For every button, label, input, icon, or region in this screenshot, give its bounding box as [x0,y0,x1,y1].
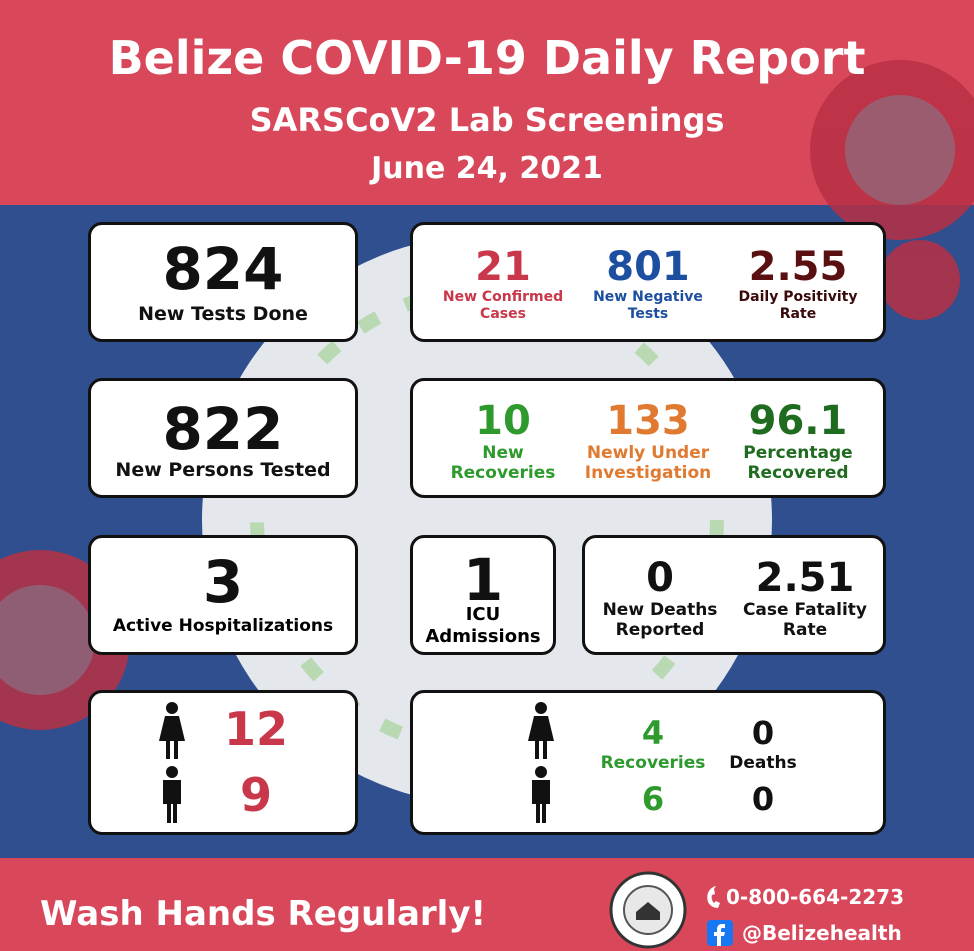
deaths-card: 0 New Deaths Reported 2.51 Case Fatality… [582,535,886,655]
title: Belize COVID-19 Daily Report [108,31,866,85]
header-band [0,0,974,205]
footer-band [0,858,974,951]
male-cases: 9 [239,768,272,822]
hospital-card: 3 Active Hospitalizations [88,535,358,655]
recovered-pct-value: 96.1 [748,398,848,444]
female-recoveries: 4 [641,714,665,752]
recoveries-label: Recoveries [600,753,706,773]
positivity-label: Daily Positivity Rate [738,289,858,322]
cases-sex-card: 12 9 [88,690,358,835]
deaths-value: 0 [646,555,674,601]
negative-label: New Negative Tests [593,289,703,322]
date: June 24, 2021 [371,151,603,186]
positivity-value: 2.55 [748,244,848,290]
male-recoveries: 6 [641,780,665,818]
persons-value: 822 [162,395,284,463]
outcomes-sex-card: 4 Recoveries 6 0 Deaths 0 [410,690,886,835]
hospital-label: Active Hospitalizations [112,616,334,636]
recoveries-value: 10 [475,398,531,444]
status-card: 10 New Recoveries 133 Newly Under Invest… [410,378,886,498]
deaths-label: New Deaths Reported [602,600,718,640]
negative-value: 801 [606,244,690,290]
investigation-value: 133 [606,398,690,444]
tests-card: 824 New Tests Done [88,222,358,342]
fatality-label: Case Fatality Rate [742,600,868,640]
confirmed-label: New Confirmed Cases [442,289,564,322]
recoveries-label: New Recoveries [450,443,556,483]
investigation-label: Newly Under Investigation [584,443,712,483]
male-icon [163,766,181,823]
icu-card: 1 ICU Admissions [410,535,556,655]
screening-card: 21 New Confirmed Cases 801 New Negative … [410,222,886,342]
slogan: Wash Hands Regularly! [40,894,487,934]
male-deaths: 0 [751,780,775,818]
fatality-value: 2.51 [755,555,855,601]
deaths-label: Deaths [729,753,797,773]
hospital-value: 3 [202,548,244,616]
male-icon [532,766,550,823]
persons-label: New Persons Tested [115,459,331,481]
recovered-pct-label: Percentage Recovered [743,443,853,483]
female-icon [528,702,554,759]
female-deaths: 0 [751,714,775,752]
subtitle: SARSCoV2 Lab Screenings [249,101,725,139]
icu-label: ICU Admissions [425,604,541,647]
ministry-logo [609,871,687,949]
icu-value: 1 [462,546,504,614]
facebook-icon [707,920,733,946]
phone-icon [707,886,720,908]
confirmed-value: 21 [475,244,531,290]
tests-label: New Tests Done [138,303,308,325]
persons-card: 822 New Persons Tested [88,378,358,498]
female-icon [159,702,185,759]
female-cases: 12 [223,702,288,756]
phone: 0-800-664-2273 [726,885,904,909]
tests-value: 824 [162,235,284,303]
social-handle: @Belizehealth [742,921,902,945]
